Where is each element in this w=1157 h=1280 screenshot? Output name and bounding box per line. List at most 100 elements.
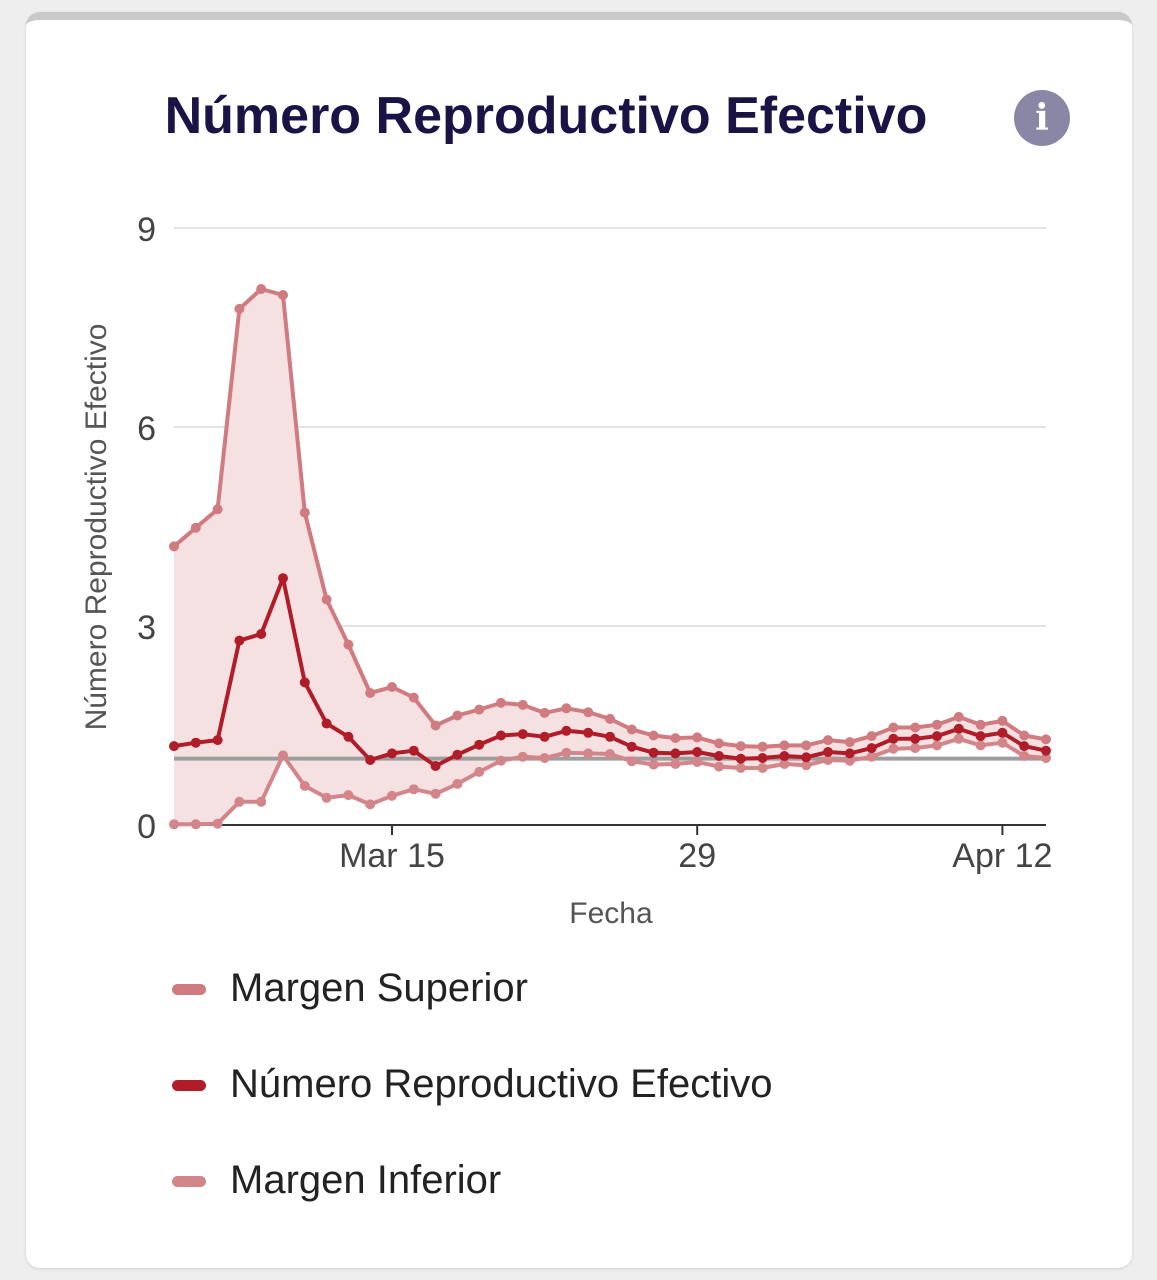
data-point [387, 748, 397, 759]
legend-item[interactable]: Número Reproductivo Efectivo [172, 1056, 972, 1116]
data-point [735, 741, 746, 752]
legend-item[interactable]: Margen Inferior [172, 1152, 972, 1212]
data-point [648, 747, 659, 758]
data-point [953, 723, 964, 734]
data-point [932, 740, 942, 751]
data-point [997, 727, 1008, 738]
data-point [910, 733, 921, 744]
data-point [408, 784, 419, 795]
data-point [561, 703, 572, 714]
data-point [692, 732, 703, 743]
legend-label: Margen Inferior [230, 1158, 502, 1202]
y-tick-label: 6 [137, 410, 156, 448]
axis-labels: 0 3 6 9 Mar 15 29 Apr 12 Fecha Número Reproducti… [80, 211, 1052, 930]
series-group [169, 284, 1051, 830]
data-point [801, 740, 812, 751]
data-point [714, 751, 724, 761]
data-point [997, 715, 1008, 726]
series-main [169, 573, 1051, 771]
data-point [256, 796, 267, 807]
data-point [910, 722, 921, 733]
data-point [823, 747, 833, 757]
data-point [953, 733, 964, 744]
data-point [234, 303, 245, 314]
legend-swatch [172, 1176, 206, 1187]
data-point [648, 730, 659, 741]
data-point [670, 733, 681, 744]
series-lower [169, 733, 1051, 830]
data-point [169, 541, 179, 552]
data-point [234, 796, 245, 807]
x-tick-label: 29 [678, 837, 716, 875]
data-point [212, 735, 223, 746]
data-point [387, 790, 397, 801]
data-point [626, 724, 637, 735]
data-point [714, 761, 724, 772]
data-point [779, 740, 790, 751]
data-point [256, 629, 267, 639]
data-point [605, 731, 615, 742]
data-point [278, 573, 288, 584]
x-axis-title: Fecha [569, 897, 653, 930]
data-point [278, 290, 288, 300]
data-point [365, 755, 376, 765]
data-point [757, 753, 768, 763]
data-point [866, 731, 877, 742]
data-point [735, 753, 746, 764]
data-point [343, 731, 354, 742]
data-point [474, 739, 485, 750]
data-point [474, 704, 485, 715]
data-point [517, 699, 528, 710]
x-tick-label: Mar 15 [339, 837, 445, 875]
series-upper [169, 284, 1051, 752]
data-point [169, 741, 179, 752]
axes [174, 824, 1046, 835]
data-point [583, 727, 594, 738]
data-point [365, 799, 376, 810]
data-point [975, 731, 986, 742]
legend-label: Margen Superior [230, 966, 528, 1010]
data-point [692, 747, 703, 757]
data-point [757, 741, 768, 752]
data-point [779, 759, 790, 769]
data-point [779, 751, 790, 761]
data-point [539, 753, 550, 763]
data-point [648, 759, 659, 770]
data-point [888, 733, 899, 744]
data-point [321, 718, 332, 729]
data-point [670, 748, 681, 759]
data-point [365, 688, 376, 698]
data-point [605, 749, 615, 759]
data-point [561, 725, 572, 736]
data-point [278, 750, 288, 761]
data-point [321, 792, 332, 803]
data-point [517, 729, 528, 740]
data-point [888, 743, 899, 754]
data-point [561, 747, 572, 758]
data-point [1019, 751, 1030, 761]
data-point [539, 707, 550, 718]
data-point [866, 743, 877, 754]
data-point [888, 722, 899, 733]
y-tick-label: 0 [137, 808, 156, 846]
data-point [953, 711, 964, 722]
data-point [430, 788, 441, 799]
info-icon[interactable]: i [1014, 90, 1070, 146]
data-point [496, 697, 506, 708]
chart-title: Número Reproductivo Efectivo [164, 87, 928, 145]
data-point [975, 740, 986, 751]
data-point [408, 745, 419, 756]
y-tick-label: 9 [137, 211, 156, 249]
data-point [452, 778, 463, 789]
data-point [1041, 745, 1051, 756]
data-point [823, 735, 833, 746]
data-point [496, 730, 506, 741]
data-point [408, 692, 419, 703]
data-point [910, 743, 921, 754]
data-point [474, 766, 485, 777]
legend-item[interactable]: Margen Superior [172, 960, 972, 1020]
data-point [452, 749, 463, 760]
data-point [343, 790, 354, 801]
y-tick-label: 3 [137, 609, 156, 647]
data-point [714, 738, 724, 749]
